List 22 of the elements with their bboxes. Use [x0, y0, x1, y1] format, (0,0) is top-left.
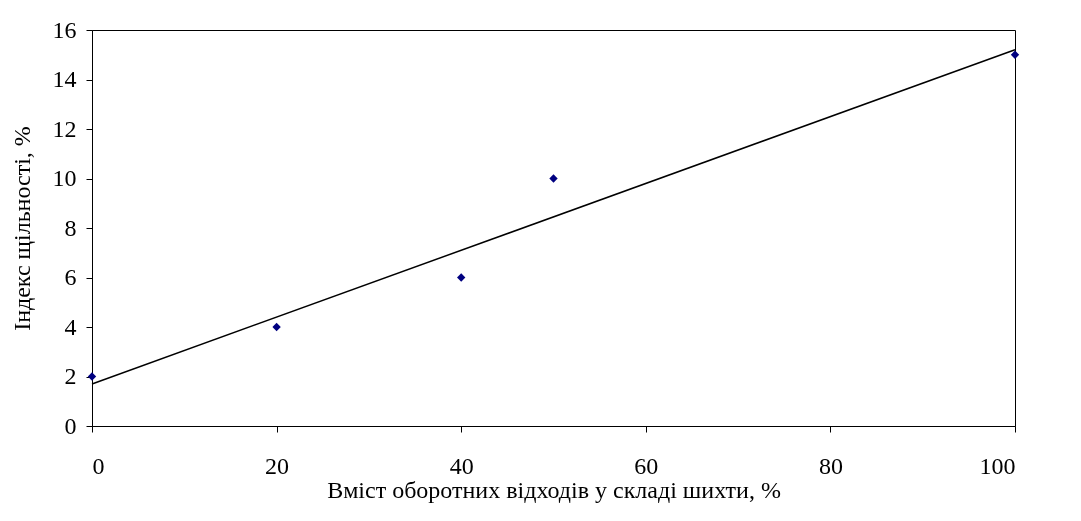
y-tick-label: 2 — [64, 363, 77, 389]
y-axis-title: Індекс щільності, % — [8, 126, 35, 331]
x-tick-label: 40 — [449, 452, 474, 479]
y-tick-label: 14 — [52, 66, 77, 92]
point — [549, 174, 558, 183]
x-tick-label: 100 — [979, 452, 1016, 479]
point — [457, 273, 466, 282]
y-tick-label: 10 — [52, 165, 77, 191]
y-tick-label: 6 — [64, 264, 77, 290]
y-tick-label: 12 — [52, 115, 77, 142]
y-tick-label: 0 — [64, 412, 77, 439]
y-tick-label: 8 — [64, 214, 77, 241]
x-tick-label: 0 — [92, 452, 105, 479]
x-axis-title: Вміст оборотних відходів у складі шихти, % — [327, 476, 781, 503]
point — [1010, 50, 1020, 59]
point — [272, 322, 281, 332]
x-tick-label: 80 — [818, 452, 843, 479]
y-tick-label: 16 — [52, 16, 77, 43]
x-tick-label: 60 — [634, 452, 659, 479]
x-tick-label: 20 — [265, 452, 290, 479]
y-tick-label: 4 — [64, 313, 77, 340]
point — [87, 372, 97, 381]
